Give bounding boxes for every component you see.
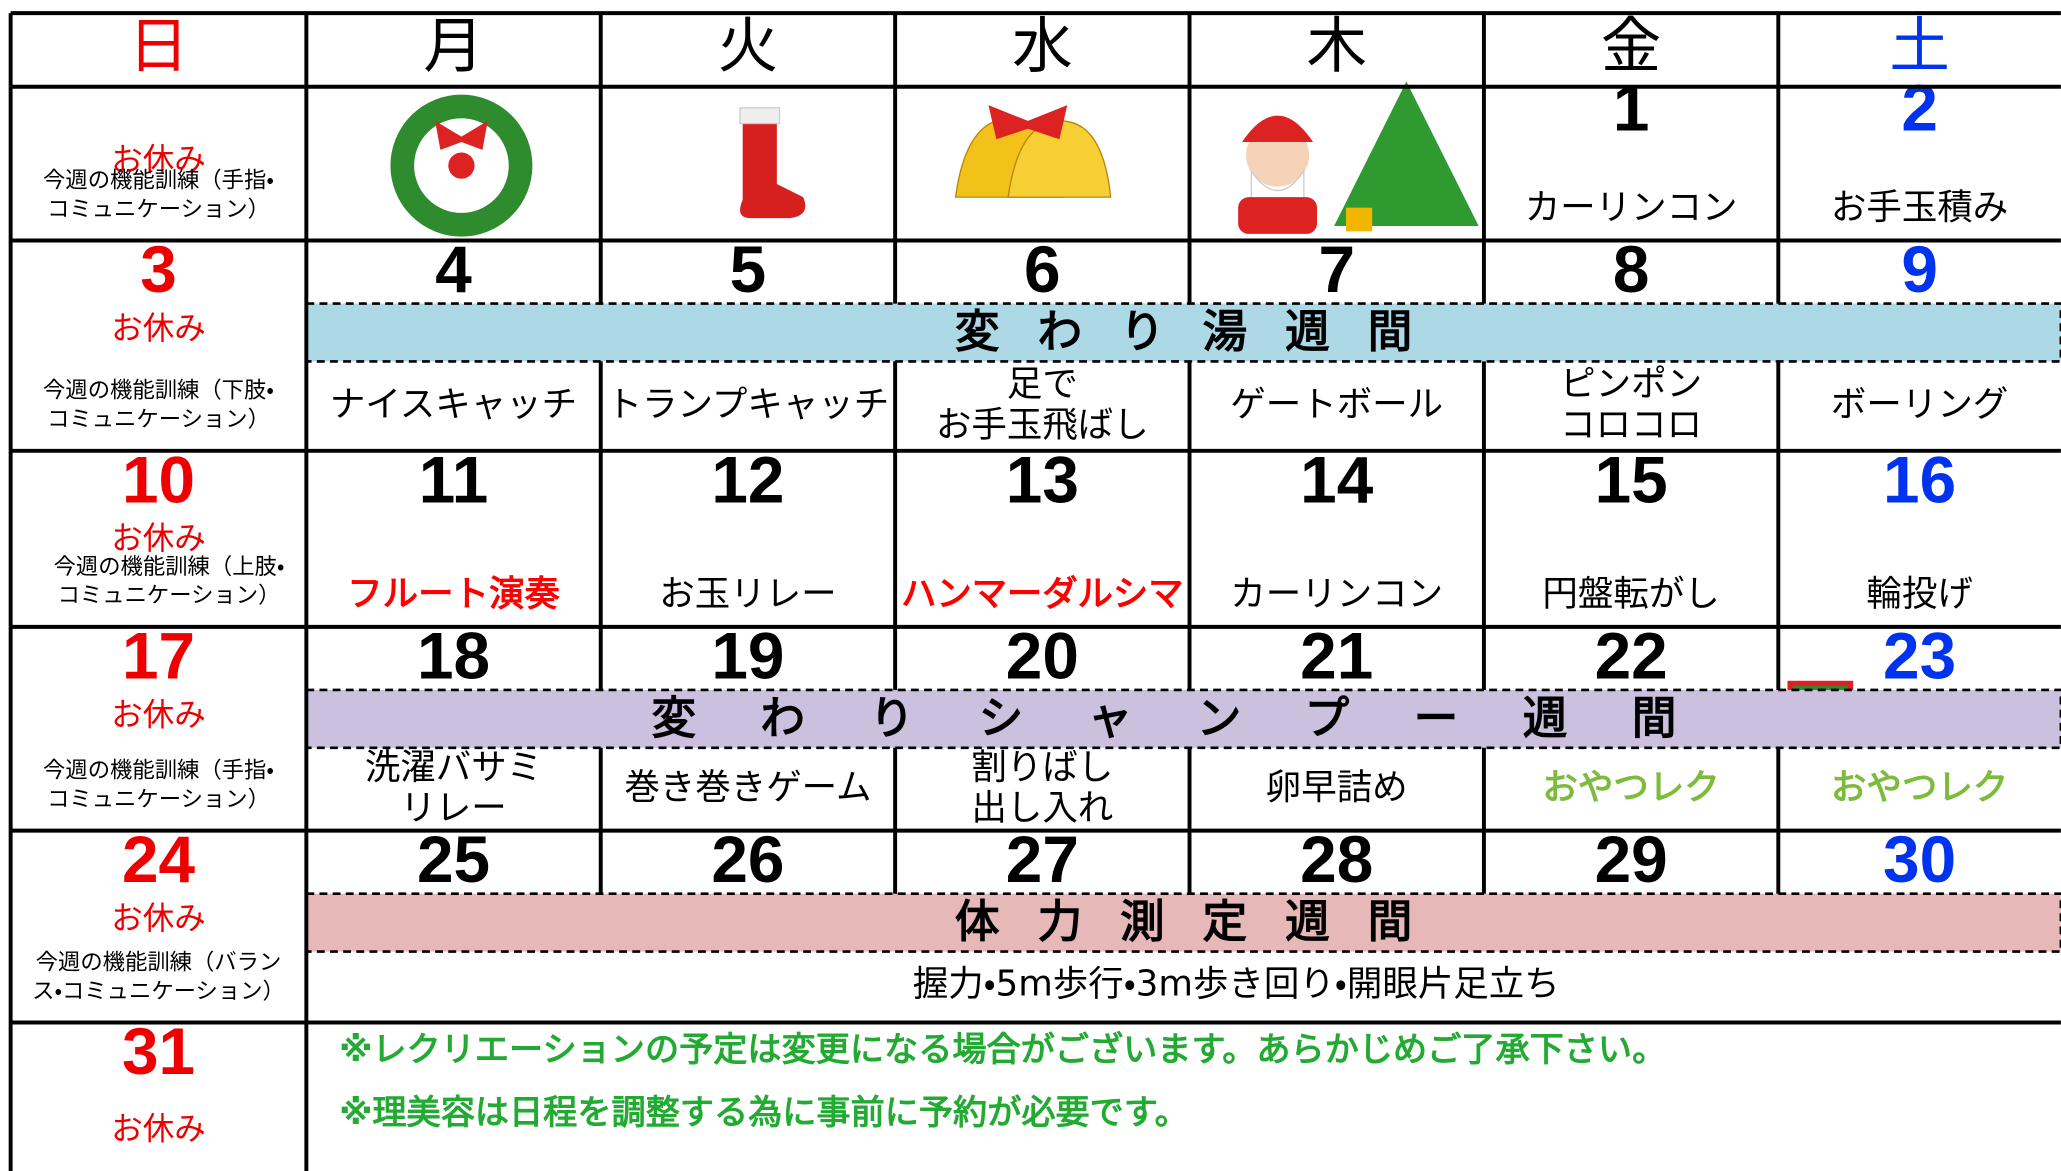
wreath-ornament (448, 152, 475, 179)
day-off-label: お休み (111, 311, 206, 347)
activity: ハンマーダルシマ (901, 573, 1184, 614)
activity: おやつレク (1831, 767, 2008, 808)
weekday-label: 火 (718, 13, 778, 80)
date: 14 (1300, 443, 1374, 516)
date: 31 (122, 1015, 195, 1088)
activity: コロコロ (1560, 404, 1702, 445)
day-off-label: お休み (111, 521, 206, 557)
date: 29 (1595, 823, 1668, 896)
training-note: コミュニケーション） (58, 583, 281, 609)
training-note: コミュニケーション） (47, 407, 270, 433)
notice: ※理美容は日程を調整する為に事前に予約が必要です。 (339, 1093, 1189, 1133)
notice: ※レクリエーションの予定は変更になる場合がございます。あらかじめご了承下さい。 (339, 1030, 1666, 1070)
date: 21 (1300, 619, 1373, 692)
activity: リレー (400, 788, 506, 829)
wreath-bow (435, 120, 488, 150)
activity: 握力・5m歩行・3m歩き回り・開眼片足立ち (913, 964, 1560, 1005)
day-off-label: お休み (111, 901, 206, 937)
day-off-label: お休み (111, 1111, 206, 1147)
stocking-cuff (739, 107, 781, 125)
date: 18 (417, 619, 490, 692)
tree (1334, 81, 1479, 227)
date: 17 (122, 619, 195, 692)
weekday-label: 日 (128, 13, 188, 80)
date: 8 (1613, 233, 1650, 306)
training-note: コミュニケーション） (47, 196, 270, 222)
activity: 輪投げ (1866, 573, 1972, 614)
weekday-label: 土 (1889, 13, 1949, 80)
santa-body (1238, 197, 1318, 234)
date: 24 (122, 823, 196, 896)
training-note: 今週の機能訓練（下肢・ (43, 378, 274, 404)
date: 15 (1595, 443, 1668, 516)
date: 11 (419, 443, 488, 516)
date: 5 (730, 233, 767, 306)
training-note: ス・コミュニケーション） (32, 978, 285, 1004)
date: 26 (711, 823, 784, 896)
activity: お玉リレー (659, 573, 836, 614)
date: 27 (1006, 823, 1079, 896)
weekday-label: 水 (1012, 13, 1072, 80)
date: 19 (711, 619, 784, 692)
activity: ボーリング (1831, 384, 2008, 425)
training-note: コミュニケーション） (47, 786, 270, 812)
training-note: 今週の機能訓練（手指・ (43, 167, 274, 193)
activity: 出し入れ (971, 788, 1113, 829)
training-note: 今週の機能訓練（手指・ (43, 757, 274, 783)
activity: カーリンコン (1525, 187, 1738, 228)
activity: 足で (1007, 364, 1078, 405)
date: 4 (435, 233, 472, 306)
activity: お手玉飛ばし (936, 404, 1149, 445)
week-banner (305, 688, 2061, 750)
week-banner (305, 892, 2061, 953)
weekday-label: 金 (1601, 13, 1661, 80)
date: 3 (140, 233, 177, 306)
date: 28 (1300, 823, 1373, 896)
date: 22 (1595, 619, 1668, 692)
date: 6 (1024, 233, 1061, 306)
date: 7 (1318, 233, 1355, 306)
activity: 円盤転がし (1542, 573, 1719, 614)
date: 23 (1883, 619, 1956, 692)
activity: フルート演奏 (347, 573, 560, 614)
activity: 割りばし (971, 747, 1113, 788)
day-off-label: お休み (111, 697, 206, 733)
date: 13 (1006, 443, 1079, 516)
date: 12 (711, 443, 784, 516)
day-off-label: お休み (111, 143, 206, 179)
bell-bow (988, 105, 1068, 140)
activity: お手玉積み (1831, 187, 2008, 228)
date: 20 (1006, 619, 1079, 692)
gift (1345, 207, 1373, 232)
activity: ピンポン (1560, 364, 1702, 405)
date: 16 (1883, 443, 1956, 516)
activity: カーリンコン (1230, 573, 1443, 614)
training-note: 今週の機能訓練（上肢・ (54, 554, 285, 580)
activity: ゲートボール (1230, 384, 1443, 425)
activity: 巻き巻きゲーム (624, 767, 871, 808)
activity: トランプキャッチ (607, 384, 890, 425)
date: 9 (1901, 233, 1938, 306)
stocking (740, 118, 806, 219)
date: 1 (1613, 71, 1650, 144)
activity: ナイスキャッチ (330, 384, 577, 425)
activity: 卵早詰め (1266, 767, 1408, 808)
activity: 洗濯バサミ (365, 747, 542, 788)
date: 2 (1901, 71, 1938, 144)
santa-hat (1242, 115, 1314, 142)
date: 30 (1883, 823, 1956, 896)
activity: おやつレク (1542, 767, 1719, 808)
week-banner (305, 302, 2061, 363)
training-note: 今週の機能訓練（バラン (36, 949, 282, 975)
wreath (390, 94, 533, 237)
date: 25 (417, 823, 490, 896)
weekday-label: 木 (1307, 13, 1367, 80)
date: 10 (122, 443, 195, 516)
weekday-label: 月 (423, 13, 483, 80)
